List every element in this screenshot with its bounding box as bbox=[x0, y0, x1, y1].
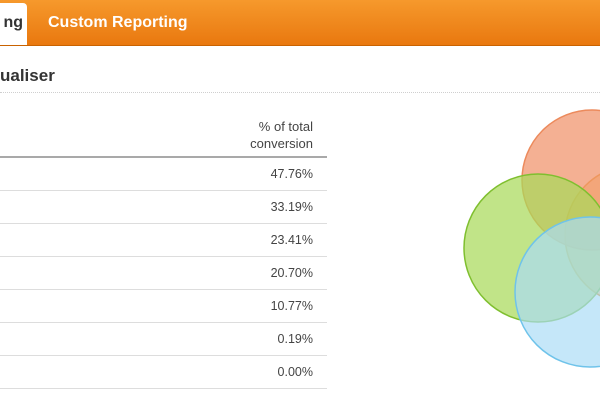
table-row: 47.76% bbox=[0, 158, 327, 191]
table-row: 33.19% bbox=[0, 191, 327, 224]
column-header-percent-conversion[interactable]: % of total conversion bbox=[0, 118, 327, 158]
table-row: 23.41% bbox=[0, 224, 327, 257]
venn-circle-blue[interactable] bbox=[514, 216, 600, 368]
tab-custom-reporting[interactable]: Custom Reporting bbox=[48, 14, 188, 31]
section-title: ualiser bbox=[0, 66, 55, 85]
column-header-line-1: % of total bbox=[258, 119, 313, 134]
venn-diagram bbox=[463, 109, 600, 368]
conversion-table: % of total conversion 47.76% 33.19% 23.4… bbox=[0, 118, 327, 389]
column-header-line-2: conversion bbox=[250, 136, 313, 151]
table-row: 20.70% bbox=[0, 257, 327, 290]
table-row: 10.77% bbox=[0, 290, 327, 323]
table-row: 0.00% bbox=[0, 356, 327, 389]
table-row: 0.19% bbox=[0, 323, 327, 356]
tab-reporting-active[interactable]: ng bbox=[0, 3, 27, 45]
title-divider bbox=[0, 92, 600, 93]
top-tab-bar: ng Custom Reporting bbox=[0, 0, 600, 46]
tab-label: ng bbox=[3, 14, 23, 31]
